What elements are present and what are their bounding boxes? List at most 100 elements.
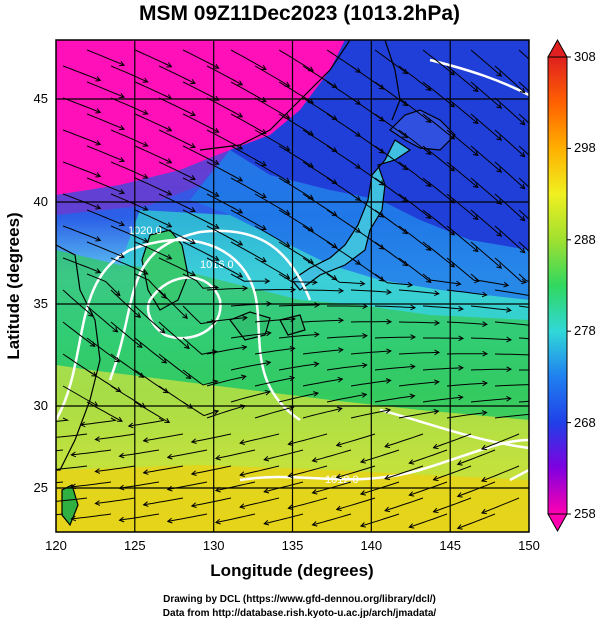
streamline [62, 225, 101, 241]
streamline [350, 409, 391, 419]
streamline-arrowhead [95, 204, 102, 210]
streamline-arrowhead [213, 223, 220, 229]
streamline-arrowhead [190, 470, 197, 476]
streamline [494, 413, 529, 419]
streamline [182, 209, 219, 229]
streamline [134, 209, 172, 228]
streamline [409, 513, 448, 528]
streamline [398, 257, 432, 283]
streamline-arrowhead [264, 278, 271, 284]
streamline-arrowhead [335, 505, 342, 512]
x-tick-label: 135 [282, 538, 304, 553]
streamline [182, 81, 219, 101]
streamline [398, 193, 432, 219]
streamline-arrowhead [189, 207, 196, 213]
streamline-arrowhead [519, 183, 526, 190]
streamline [312, 449, 352, 462]
streamline-arrowhead [505, 307, 512, 313]
streamline-arrowhead [480, 508, 487, 515]
streamline [422, 145, 455, 172]
streamline-arrowhead [241, 344, 248, 351]
streamline [422, 177, 455, 204]
streamline [278, 209, 314, 232]
streamline-arrowhead [166, 222, 173, 228]
streamline [134, 177, 172, 196]
streamline-arrowhead [362, 333, 368, 339]
streamline-arrowhead [118, 220, 125, 227]
streamline [494, 129, 526, 158]
streamline [398, 351, 440, 355]
colorbar-tick-label: 278 [574, 323, 596, 338]
streamline [422, 241, 455, 268]
streamline-arrowhead [260, 161, 267, 167]
streamline-arrowhead [378, 148, 385, 154]
streamline-arrowhead [287, 472, 294, 479]
streamline [326, 335, 367, 339]
streamline [312, 513, 352, 526]
streamline [470, 145, 502, 173]
streamline [302, 193, 337, 217]
streamline-arrowhead [472, 182, 479, 189]
streamline [470, 398, 511, 403]
streamline-arrowhead [260, 257, 267, 263]
streamline-arrowhead [519, 119, 526, 126]
streamline-arrowhead [287, 504, 294, 511]
streamline [110, 225, 148, 243]
streamline-arrowhead [118, 452, 125, 459]
streamline [56, 417, 70, 422]
streamline [384, 433, 424, 448]
streamline [254, 97, 290, 119]
streamline [374, 273, 413, 286]
x-tick-label: 125 [124, 538, 146, 553]
streamline-arrowhead [237, 240, 244, 246]
streamline-arrowhead [543, 233, 548, 238]
streamline [398, 381, 439, 387]
streamline [182, 145, 219, 165]
streamline-arrowhead [359, 522, 366, 528]
streamline [518, 209, 529, 220]
streamline-arrowhead [166, 485, 173, 492]
streamline [336, 433, 376, 446]
streamline [86, 81, 125, 98]
streamline [374, 113, 408, 138]
y-tick-label: 35 [34, 296, 48, 311]
streamline-arrowhead [384, 442, 391, 449]
streamline [158, 129, 196, 148]
streamline-arrowhead [530, 293, 535, 298]
streamline-arrowhead [449, 102, 456, 108]
streamline [206, 65, 243, 86]
streamline [158, 225, 196, 244]
streamline-arrowhead [496, 231, 503, 237]
streamline [71, 513, 112, 520]
streamline-arrowhead [506, 366, 513, 373]
streamline [158, 65, 196, 84]
streamline-arrowhead [237, 144, 244, 150]
streamline-arrowhead [378, 276, 385, 282]
streamline [206, 225, 243, 246]
streamline [481, 497, 520, 514]
colorbar-bottom-triangle [547, 513, 568, 533]
streamline-arrowhead [331, 114, 338, 121]
streamline [457, 513, 496, 529]
streamline [446, 97, 479, 124]
streamline-arrowhead [189, 271, 196, 277]
streamline-arrowhead [311, 457, 318, 463]
streamline-arrowhead [237, 208, 244, 214]
streamline-arrowhead [314, 302, 321, 308]
streamline [167, 449, 208, 458]
streamline [206, 161, 243, 182]
streamline-arrowhead [359, 280, 366, 287]
streamline-arrowhead [33, 421, 38, 426]
streamline-arrowhead [242, 285, 249, 292]
streamline [134, 369, 169, 394]
streamline [494, 257, 527, 283]
streamline [95, 465, 136, 472]
streamline [302, 225, 337, 249]
streamline [374, 305, 416, 309]
streamline [191, 465, 232, 475]
streamline [374, 395, 415, 403]
streamline-arrowhead [543, 169, 548, 174]
x-tick-label: 140 [360, 538, 382, 553]
streamline-arrowhead [214, 518, 221, 525]
streamline-arrowhead [287, 440, 294, 447]
